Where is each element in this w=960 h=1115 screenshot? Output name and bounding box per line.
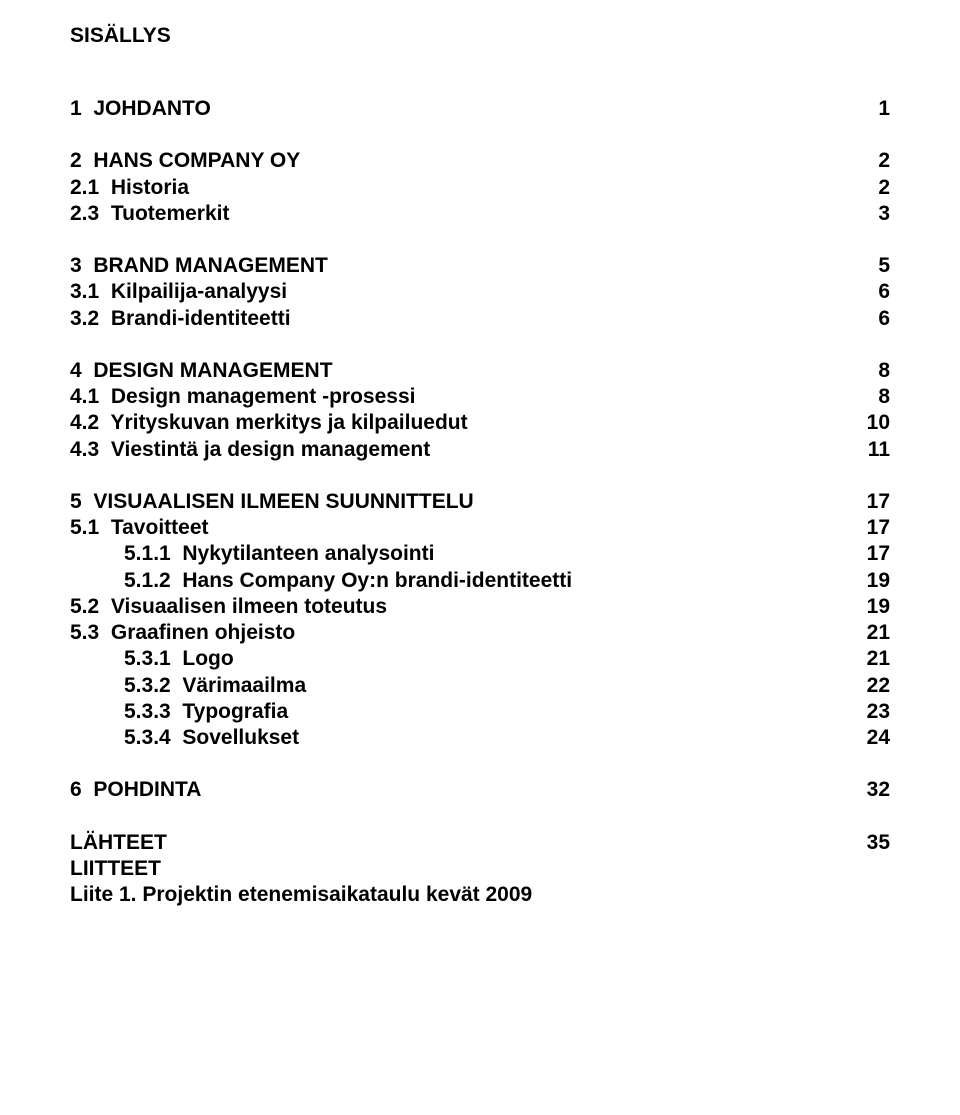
toc-page-number: 5: [850, 253, 890, 279]
toc-entry: 4.1 Design management -prosessi 8: [70, 384, 890, 410]
section-gap: [70, 122, 890, 148]
toc-label: 4.2 Yrityskuvan merkitys ja kilpailuedut: [70, 410, 468, 436]
toc-page-number: 6: [850, 279, 890, 305]
toc-page-number: 2: [850, 175, 890, 201]
toc-label: LÄHTEET: [70, 830, 167, 856]
toc-entry: 6 POHDINTA 32: [70, 777, 890, 803]
section-gap: [70, 804, 890, 830]
toc-label: 5 VISUAALISEN ILMEEN SUUNNITTELU: [70, 489, 474, 515]
toc-label: 5.3.2 Värimaailma: [124, 673, 306, 699]
toc-label: 6 POHDINTA: [70, 777, 201, 803]
toc-entry: 5.1.1 Nykytilanteen analysointi 17: [70, 541, 890, 567]
toc-page-number: 10: [850, 410, 890, 436]
toc-entry: 5.2 Visuaalisen ilmeen toteutus 19: [70, 594, 890, 620]
toc-label: 4.1 Design management -prosessi: [70, 384, 415, 410]
toc-page-number: 3: [850, 201, 890, 227]
toc-page-number: 22: [850, 673, 890, 699]
toc-label: 5.3.4 Sovellukset: [124, 725, 299, 751]
toc-label: 4.3 Viestintä ja design management: [70, 437, 430, 463]
toc-label: 3.2 Brandi-identiteetti: [70, 306, 291, 332]
toc-page-number: 1: [850, 96, 890, 122]
toc-label: 1 JOHDANTO: [70, 96, 211, 122]
toc-label: 5.3.1 Logo: [124, 646, 234, 672]
toc-entry: 5.1.2 Hans Company Oy:n brandi-identitee…: [70, 568, 890, 594]
toc-page-number: 32: [850, 777, 890, 803]
toc-label: 3 BRAND MANAGEMENT: [70, 253, 328, 279]
toc-label: 2 HANS COMPANY OY: [70, 148, 300, 174]
toc-label: 5.2 Visuaalisen ilmeen toteutus: [70, 594, 387, 620]
toc-entry: 3.1 Kilpailija-analyysi 6: [70, 279, 890, 305]
toc-page-number: 35: [850, 830, 890, 856]
toc-page-number: 17: [850, 489, 890, 515]
toc-label: 5.1.2 Hans Company Oy:n brandi-identitee…: [124, 568, 572, 594]
toc-page-number: 8: [850, 358, 890, 384]
toc-page-number: 17: [850, 515, 890, 541]
toc-label: 2.3 Tuotemerkit: [70, 201, 230, 227]
toc-page-number: 8: [850, 384, 890, 410]
toc-entry: 4.3 Viestintä ja design management 11: [70, 437, 890, 463]
toc-page-number: 23: [850, 699, 890, 725]
toc-page-number: 19: [850, 568, 890, 594]
toc-entry: 4 DESIGN MANAGEMENT 8: [70, 358, 890, 384]
toc-page-number: 21: [850, 646, 890, 672]
toc-entry: 2.1 Historia 2: [70, 175, 890, 201]
section-gap: [70, 751, 890, 777]
toc-page-number: 11: [850, 437, 890, 463]
toc-entry: 2 HANS COMPANY OY 2: [70, 148, 890, 174]
toc-label: 5.1.1 Nykytilanteen analysointi: [124, 541, 434, 567]
toc-entry: 2.3 Tuotemerkit 3: [70, 201, 890, 227]
toc-page-number: 17: [850, 541, 890, 567]
section-gap: [70, 227, 890, 253]
toc-entry: 4.2 Yrityskuvan merkitys ja kilpailuedut…: [70, 410, 890, 436]
toc-entry: 3.2 Brandi-identiteetti 6: [70, 306, 890, 332]
toc-entry: Liite 1. Projektin etenemisaikataulu kev…: [70, 882, 890, 908]
toc-label: 5.3 Graafinen ohjeisto: [70, 620, 295, 646]
toc-page-number: 21: [850, 620, 890, 646]
toc-entry: 5.3.4 Sovellukset 24: [70, 725, 890, 751]
page-title: SISÄLLYS: [70, 24, 890, 48]
toc-entry: 3 BRAND MANAGEMENT 5: [70, 253, 890, 279]
toc-entry: 5.1 Tavoitteet 17: [70, 515, 890, 541]
toc-label: Liite 1. Projektin etenemisaikataulu kev…: [70, 882, 532, 908]
toc-entry: LIITTEET: [70, 856, 890, 882]
toc-entry: LÄHTEET 35: [70, 830, 890, 856]
document-page: SISÄLLYS 1 JOHDANTO 1 2 HANS COMPANY OY …: [0, 0, 960, 1115]
section-gap: [70, 463, 890, 489]
toc-label: LIITTEET: [70, 856, 161, 882]
toc-page-number: 19: [850, 594, 890, 620]
toc-label: 5.3.3 Typografia: [124, 699, 288, 725]
toc-entry: 5 VISUAALISEN ILMEEN SUUNNITTELU 17: [70, 489, 890, 515]
toc-entry: 5.3 Graafinen ohjeisto 21: [70, 620, 890, 646]
toc-entry: 5.3.2 Värimaailma 22: [70, 673, 890, 699]
toc-label: 3.1 Kilpailija-analyysi: [70, 279, 287, 305]
toc-page-number: 24: [850, 725, 890, 751]
toc-entry: 1 JOHDANTO 1: [70, 96, 890, 122]
toc-label: 2.1 Historia: [70, 175, 189, 201]
toc-page-number: 6: [850, 306, 890, 332]
toc-label: 5.1 Tavoitteet: [70, 515, 209, 541]
toc-page-number: 2: [850, 148, 890, 174]
section-gap: [70, 332, 890, 358]
toc-entry: 5.3.3 Typografia 23: [70, 699, 890, 725]
toc-label: 4 DESIGN MANAGEMENT: [70, 358, 333, 384]
toc-entry: 5.3.1 Logo 21: [70, 646, 890, 672]
